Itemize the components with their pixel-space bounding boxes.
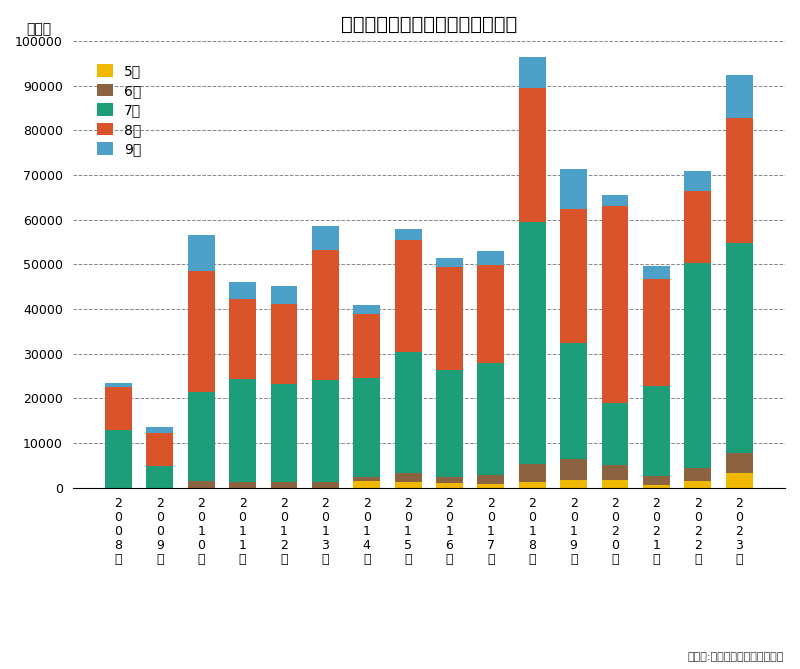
Bar [478,265,504,363]
Bar [519,222,546,464]
Bar [354,481,380,488]
Title: 熱中症による救急搬送者数の推移: 熱中症による救急搬送者数の推移 [341,15,517,34]
Bar [188,235,214,271]
Bar [478,484,504,488]
Bar [478,475,504,484]
Bar [270,304,298,384]
Bar [643,266,670,279]
Text: （出典:総務省、消防庁を改変）: （出典:総務省、消防庁を改変） [688,652,784,662]
Text: （件）: （件） [26,23,51,37]
Text: 2
0
2
1
年: 2 0 2 1 年 [653,496,661,566]
Bar [394,472,422,482]
Bar [478,363,504,475]
Bar [312,250,338,379]
Bar [436,370,463,477]
Bar [105,429,132,488]
Bar [436,258,463,267]
Text: 2
0
1
2
年: 2 0 1 2 年 [280,496,288,566]
Bar [436,477,463,483]
Bar [188,271,214,392]
Bar [602,466,629,480]
Text: 2
0
0
9
年: 2 0 0 9 年 [156,496,164,566]
Bar [519,482,546,488]
Bar [726,75,753,118]
Bar [312,482,338,488]
Bar [270,286,298,304]
Bar [146,433,174,466]
Bar [560,459,587,480]
Bar [146,466,174,488]
Bar [602,403,629,466]
Bar [643,476,670,485]
Bar [684,263,711,468]
Bar [312,225,338,250]
Bar [519,464,546,482]
Bar [394,240,422,352]
Bar [684,191,711,263]
Bar [726,474,753,488]
Bar [270,384,298,482]
Bar [602,206,629,403]
Text: 2
0
2
0
年: 2 0 2 0 年 [611,496,619,566]
Bar [354,378,380,476]
Bar [519,57,546,88]
Bar [560,343,587,459]
Bar [229,379,256,482]
Bar [726,244,753,454]
Text: 2
0
1
7
年: 2 0 1 7 年 [487,496,495,566]
Text: 2
0
1
8
年: 2 0 1 8 年 [528,496,536,566]
Bar [229,282,256,299]
Bar [519,88,546,222]
Bar [354,476,380,481]
Bar [105,383,132,387]
Bar [394,352,422,472]
Bar [643,279,670,386]
Bar [643,485,670,488]
Bar [188,481,214,488]
Text: 2
0
1
1
年: 2 0 1 1 年 [238,496,246,566]
Bar [726,118,753,244]
Bar [354,314,380,378]
Text: 2
0
1
3
年: 2 0 1 3 年 [322,496,330,566]
Text: 2
0
1
0
年: 2 0 1 0 年 [197,496,205,566]
Text: 2
0
1
5
年: 2 0 1 5 年 [404,496,412,566]
Text: 2
0
1
4
年: 2 0 1 4 年 [362,496,370,566]
Bar [560,480,587,488]
Text: 2
0
1
6
年: 2 0 1 6 年 [446,496,454,566]
Bar [229,299,256,379]
Bar [684,468,711,481]
Text: 2
0
1
9
年: 2 0 1 9 年 [570,496,578,566]
Bar [105,387,132,429]
Bar [560,209,587,343]
Bar [146,427,174,433]
Bar [394,482,422,488]
Bar [602,480,629,488]
Bar [394,229,422,240]
Text: 2
0
2
3
年: 2 0 2 3 年 [735,496,743,566]
Text: 2
0
0
8
年: 2 0 0 8 年 [114,496,122,566]
Text: 2
0
2
2
年: 2 0 2 2 年 [694,496,702,566]
Bar [436,267,463,370]
Bar [726,454,753,474]
Bar [436,483,463,488]
Bar [354,304,380,314]
Bar [643,386,670,476]
Legend: 5月, 6月, 7月, 8月, 9月: 5月, 6月, 7月, 8月, 9月 [94,62,144,159]
Bar [188,392,214,481]
Bar [684,481,711,488]
Bar [478,251,504,265]
Bar [602,195,629,206]
Bar [229,482,256,488]
Bar [684,171,711,191]
Bar [312,379,338,482]
Bar [270,482,298,488]
Bar [560,169,587,209]
